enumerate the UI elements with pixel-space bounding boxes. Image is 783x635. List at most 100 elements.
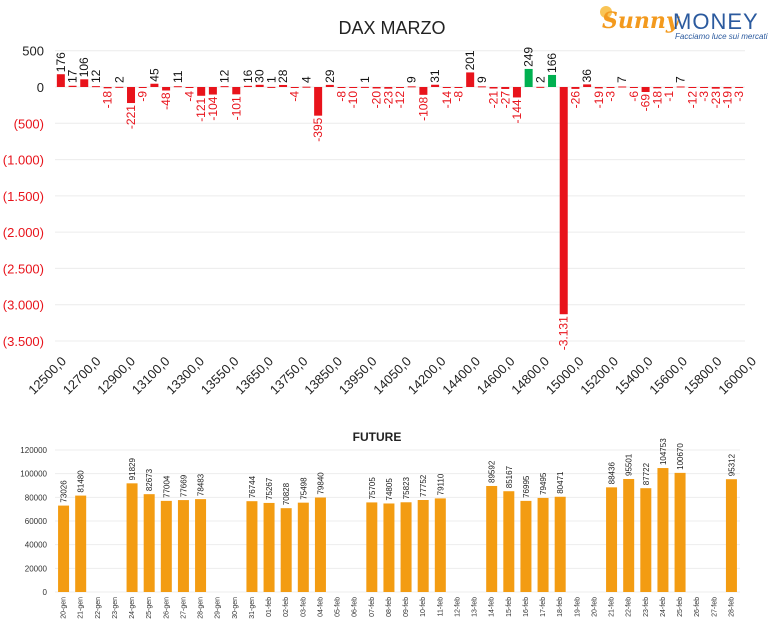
data-label: 249 — [522, 47, 536, 67]
data-label: 75267 — [265, 477, 274, 500]
data-label: -3 — [697, 91, 711, 102]
x-tick-label: 15-feb — [506, 597, 513, 617]
x-tick-label: 24-gen — [129, 597, 136, 619]
x-tick-label: 25-feb — [677, 597, 684, 617]
data-label: 29 — [323, 69, 337, 83]
data-label: -3 — [604, 91, 618, 102]
data-label: 106 — [77, 57, 91, 77]
y-tick-label: 120000 — [20, 446, 47, 455]
bar — [195, 499, 207, 592]
bar — [127, 87, 136, 104]
bar — [674, 472, 686, 592]
bar — [366, 502, 378, 592]
data-label: 11 — [171, 70, 185, 83]
bar — [537, 497, 549, 592]
data-label: 76744 — [248, 475, 257, 498]
logo-word-money: MONEY — [673, 9, 759, 34]
bar — [360, 86, 369, 88]
bar — [711, 87, 720, 89]
data-label: 166 — [545, 53, 559, 73]
y-tick-label: 60000 — [25, 517, 48, 526]
data-label: -4 — [182, 91, 196, 102]
bar — [489, 87, 498, 89]
data-label: 16 — [241, 69, 255, 83]
data-label: -1 — [662, 91, 676, 102]
y-tick-label: (2.500) — [3, 261, 44, 276]
x-tick-label: 23-gen — [112, 597, 119, 619]
bar — [486, 485, 498, 592]
x-tick-label: 25-gen — [146, 597, 153, 619]
data-label: -26 — [568, 91, 582, 109]
bar — [325, 84, 334, 87]
data-label: -23 — [381, 91, 395, 109]
data-label: 7 — [674, 76, 688, 83]
bar — [138, 87, 147, 88]
bar — [384, 87, 393, 89]
data-label: 79495 — [539, 472, 548, 495]
bar — [723, 87, 732, 89]
data-label: -23 — [709, 91, 723, 109]
data-label: -21 — [487, 91, 501, 109]
x-tick-label: 20-feb — [591, 597, 598, 617]
bar — [623, 478, 635, 592]
data-label: 79840 — [316, 472, 325, 495]
y-tick-label: 20000 — [25, 564, 48, 573]
bar — [700, 87, 709, 88]
bar — [115, 86, 124, 88]
data-label: -48 — [159, 92, 173, 110]
data-label: 85167 — [505, 465, 514, 488]
bar — [442, 87, 451, 89]
bar — [126, 483, 138, 592]
x-tick-label: 22-gen — [95, 597, 102, 619]
bar — [314, 497, 326, 592]
bar — [197, 87, 206, 96]
data-label: 100670 — [676, 443, 685, 470]
bar — [735, 87, 744, 88]
data-label: 176 — [54, 52, 68, 72]
data-label: -101 — [229, 96, 243, 120]
bar — [571, 87, 580, 89]
bar — [220, 86, 229, 88]
x-tick-label: 20-gen — [61, 597, 68, 619]
data-label: 70828 — [282, 482, 291, 505]
x-tick-label: 21-feb — [609, 597, 616, 617]
y-tick-label: (2.000) — [3, 225, 44, 240]
bar — [56, 74, 65, 87]
bar — [297, 502, 309, 592]
data-label: -19 — [592, 91, 606, 109]
sun-icon — [600, 6, 612, 18]
bar — [676, 86, 685, 88]
x-tick-label: 01-feb — [266, 597, 273, 617]
data-label: 36 — [580, 69, 594, 83]
data-label: 104753 — [659, 438, 668, 465]
bar — [454, 87, 463, 88]
y-tick-label: (3.000) — [3, 298, 44, 313]
data-label: -8 — [335, 91, 349, 102]
sunny-money-logo: Sunny MONEY Facciamo luce sui mercati — [600, 4, 780, 44]
x-tick-label: 31-gen — [249, 597, 256, 619]
data-label: 82673 — [145, 468, 154, 491]
bar — [629, 87, 638, 88]
bar — [554, 496, 566, 592]
x-tick-label: 30-gen — [232, 597, 239, 619]
data-label: -19 — [720, 91, 734, 109]
future-chart: FUTURE 0 20000 40000 60000 80000 100000 120000… — [20, 430, 740, 619]
bar — [337, 87, 346, 88]
bar — [314, 87, 323, 116]
x-tick-label: 11-feb — [437, 597, 444, 616]
data-label: -18 — [650, 91, 664, 109]
data-label: 9 — [405, 76, 419, 83]
data-label: 75705 — [368, 477, 377, 500]
data-label: 95312 — [727, 453, 736, 476]
bar — [548, 74, 557, 87]
data-label: -8 — [451, 91, 465, 102]
bar — [653, 87, 662, 89]
x-tick-label: 29-gen — [215, 597, 222, 619]
bar — [162, 87, 171, 91]
bar — [618, 86, 627, 88]
data-label: 76995 — [522, 475, 531, 498]
x-tick-label: 17-feb — [540, 597, 547, 617]
bar — [664, 87, 673, 88]
data-label: 74805 — [385, 478, 394, 501]
bar — [419, 87, 428, 95]
